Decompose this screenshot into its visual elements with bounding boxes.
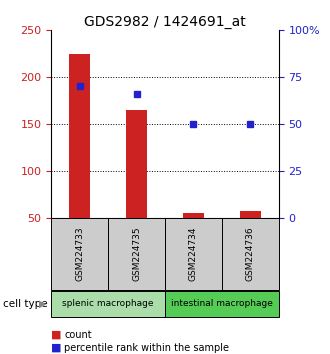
Text: GSM224736: GSM224736	[246, 227, 255, 281]
Text: GSM224733: GSM224733	[75, 227, 84, 281]
Text: ▶: ▶	[39, 299, 46, 309]
Text: ■: ■	[51, 330, 62, 339]
Text: ■: ■	[51, 343, 62, 353]
Bar	[126, 110, 148, 218]
Title: GDS2982 / 1424691_at: GDS2982 / 1424691_at	[84, 15, 246, 29]
Text: splenic macrophage: splenic macrophage	[62, 299, 154, 308]
Text: cell type: cell type	[3, 299, 48, 309]
Text: count: count	[64, 330, 92, 339]
Bar	[182, 213, 204, 218]
Bar	[69, 55, 90, 218]
Text: GSM224735: GSM224735	[132, 227, 141, 281]
Text: intestinal macrophage: intestinal macrophage	[171, 299, 273, 308]
Text: GSM224734: GSM224734	[189, 227, 198, 281]
Text: percentile rank within the sample: percentile rank within the sample	[64, 343, 229, 353]
Bar	[240, 211, 261, 218]
